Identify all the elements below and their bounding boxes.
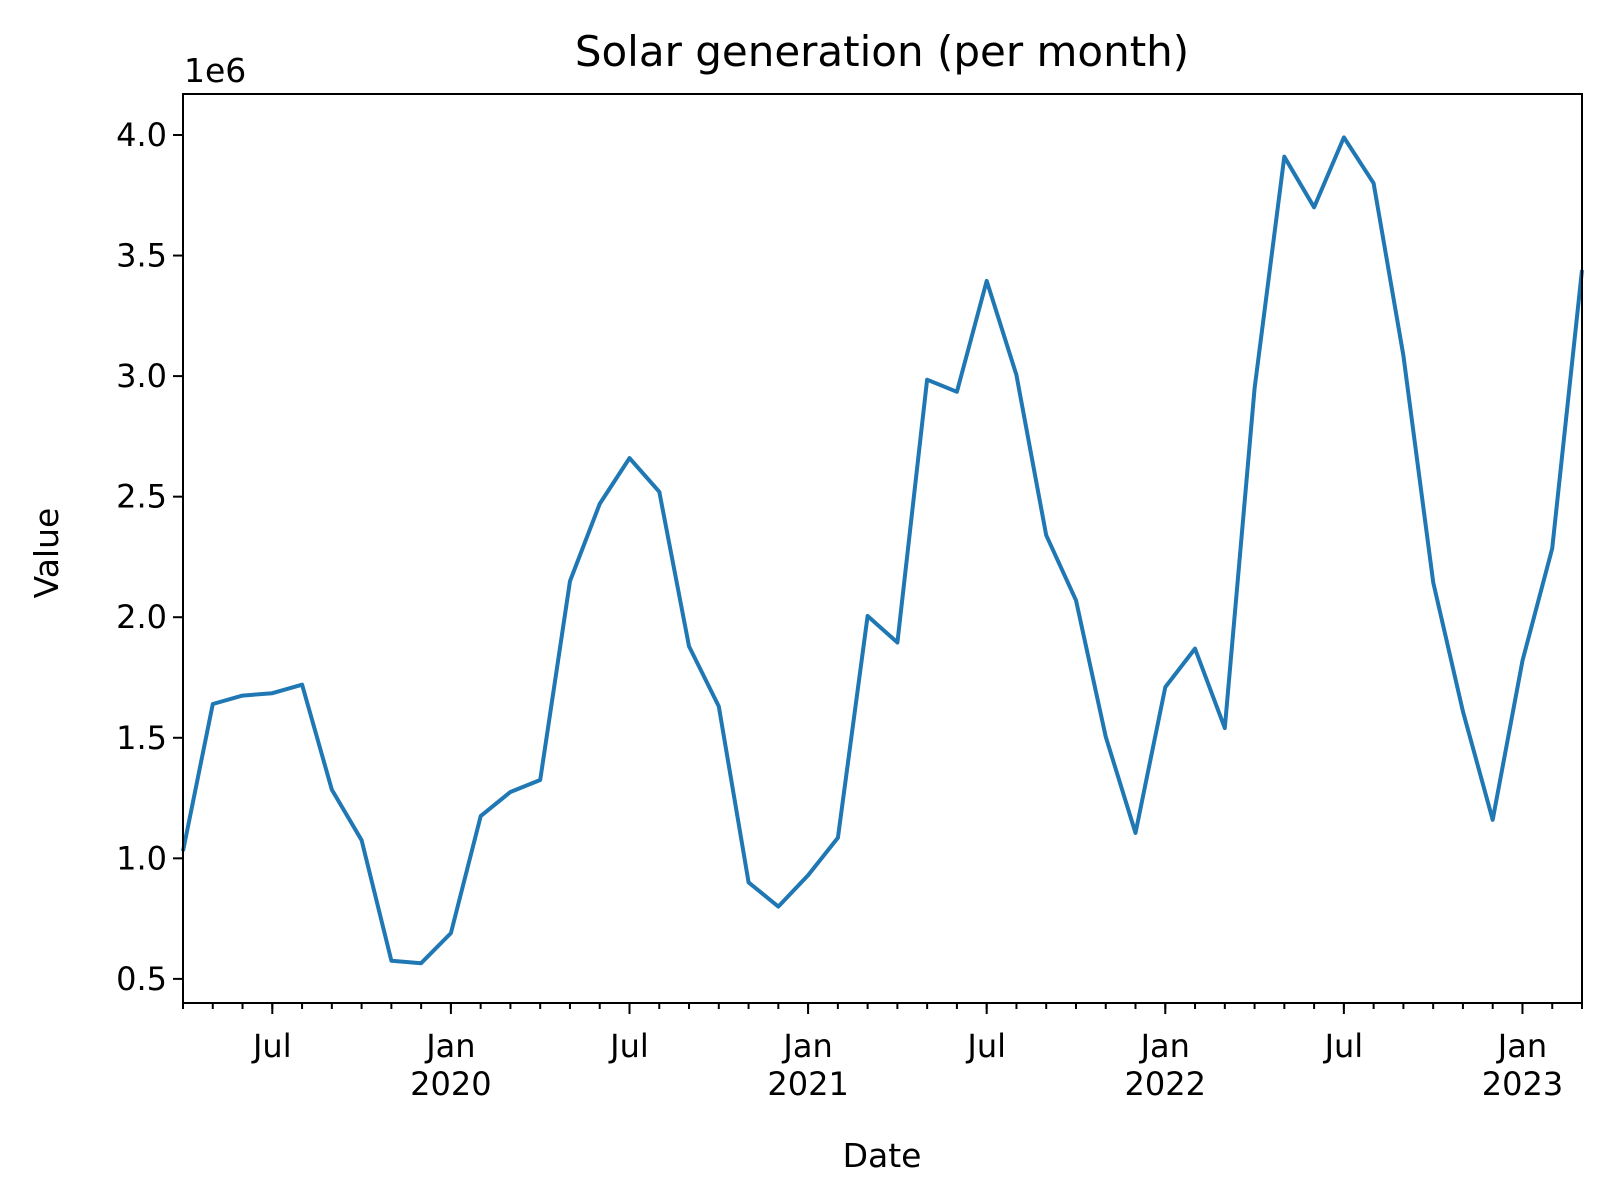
series-line: [181, 135, 1584, 966]
y-tick-label: 2.0: [116, 598, 167, 636]
y-axis-label: Value: [27, 508, 66, 599]
x-axis-label: Date: [843, 1136, 922, 1175]
y-tick-label: 1.0: [116, 839, 167, 877]
x-tick-label: Jul: [965, 1027, 1006, 1065]
y-tick-label: 3.5: [116, 237, 167, 275]
x-tick-label: Jul: [1323, 1027, 1364, 1065]
x-tick-label: Jul: [608, 1027, 649, 1065]
x-tick-year-label: 2020: [410, 1065, 491, 1103]
axes-frame: [182, 93, 1583, 1004]
y-axis-ticks: 0.5 1.0 1.5 2.0 2.5 3.0 3.5 4.0: [116, 116, 183, 998]
y-tick-label: 0.5: [116, 960, 167, 998]
chart-title: Solar generation (per month): [575, 27, 1189, 76]
y-tick-label: 2.5: [116, 478, 167, 516]
x-tick-label: Jan: [781, 1027, 832, 1065]
y-tick-label: 1.5: [116, 719, 167, 757]
y-tick-label: 3.0: [116, 357, 167, 395]
x-tick-label: Jan: [1496, 1027, 1547, 1065]
x-tick-label: Jan: [1139, 1027, 1190, 1065]
y-tick-label: 4.0: [116, 116, 167, 154]
x-tick-year-label: 2022: [1125, 1065, 1206, 1103]
x-tick-label: Jul: [251, 1027, 292, 1065]
x-tick-year-label: 2023: [1482, 1065, 1563, 1103]
x-tick-year-label: 2021: [767, 1065, 848, 1103]
x-tick-label: Jan: [424, 1027, 475, 1065]
y-axis-offset-label: 1e6: [184, 51, 246, 90]
